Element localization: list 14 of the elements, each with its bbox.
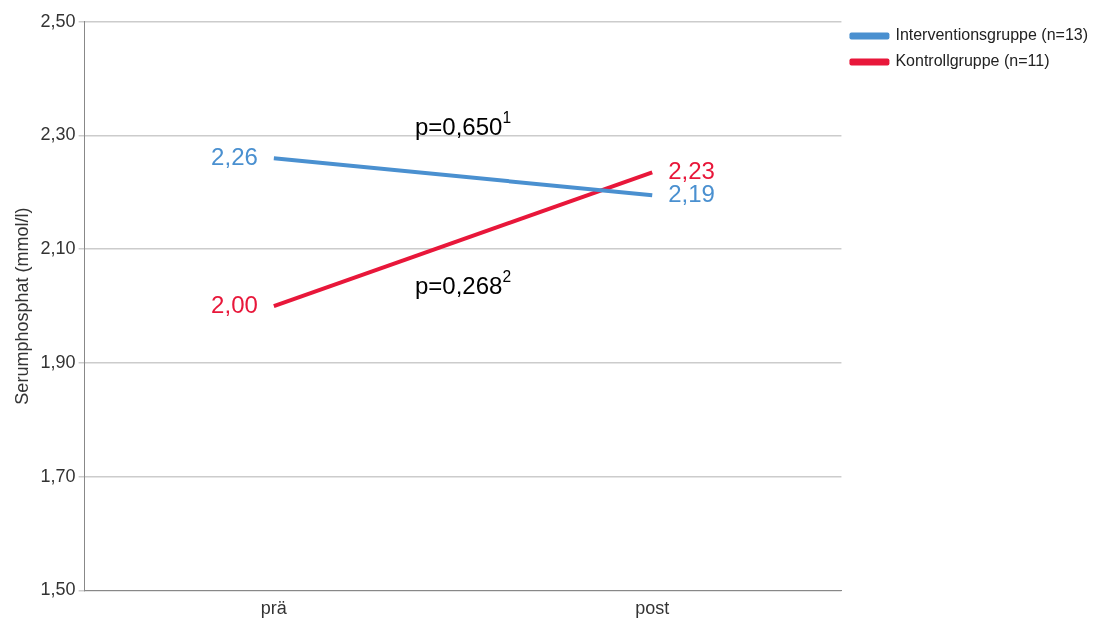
y-tick-label: 2,30 [40, 124, 76, 145]
data-label: 2,26 [211, 142, 258, 170]
x-tick-label: post [635, 598, 670, 619]
y-tick-label: 1,90 [40, 351, 76, 372]
y-tick-label: 2,50 [40, 10, 76, 31]
data-label: 2,00 [211, 290, 258, 318]
data-label: 2,23 [668, 157, 715, 185]
y-tick-label: 2,10 [40, 238, 76, 259]
y-axis-title: Serumphosphat (mmol/l) [11, 207, 32, 405]
x-tick-label: prä [260, 598, 288, 619]
legend-label: Interventionsgruppe (n=13) [895, 26, 1089, 44]
y-tick-label: 1,50 [40, 579, 76, 600]
y-tick-label: 1,70 [40, 465, 76, 486]
legend-label: Kontrollgruppe (n=11) [895, 52, 1050, 70]
